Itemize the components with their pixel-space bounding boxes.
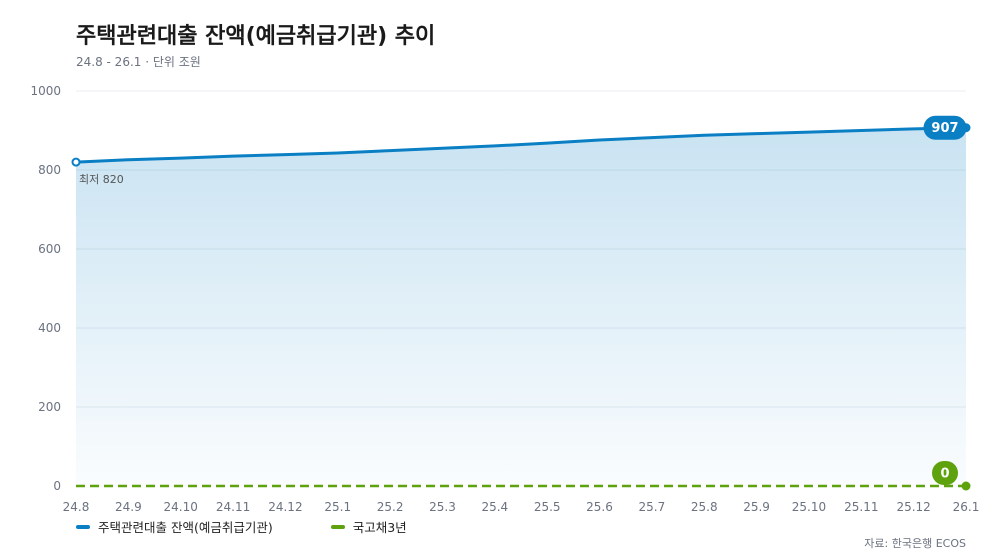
x-tick-label: 24.9 (115, 500, 142, 514)
end-point-marker (961, 481, 971, 491)
x-tick-label: 25.1 (324, 500, 351, 514)
y-tick-label: 1000 (30, 84, 61, 98)
min-point-marker (71, 157, 81, 167)
x-tick-label: 25.9 (743, 500, 770, 514)
legend-label: 국고채3년 (352, 520, 407, 535)
min-point-label: 최저 820 (79, 173, 124, 186)
x-tick-label: 25.11 (844, 500, 878, 514)
legend-label: 주택관련대출 잔액(예금취급기관) (98, 520, 273, 535)
series-line-loan-balance (74, 126, 968, 164)
x-tick-label: 25.7 (639, 500, 666, 514)
y-tick-label: 800 (38, 163, 61, 177)
legend: 주택관련대출 잔액(예금취급기관) 국고채3년 (76, 517, 407, 536)
y-tick-label: 600 (38, 242, 61, 256)
y-tick-label: 0 (53, 479, 61, 493)
x-tick-label: 24.8 (63, 500, 90, 514)
legend-swatch-loan-balance (76, 524, 90, 529)
x-tick-label: 24.12 (268, 500, 302, 514)
end-value-label: 907 (931, 121, 958, 136)
annotations: 최저 820 907 0 (71, 115, 971, 491)
series-area-loan-balance (76, 127, 966, 487)
x-tick-label: 24.11 (216, 500, 250, 514)
x-tick-label: 24.10 (164, 500, 198, 514)
source-note: 자료: 한국은행 ECOS (864, 537, 966, 550)
legend-item-treasury-3y[interactable]: 국고채3년 (330, 517, 407, 536)
end-value-label: 0 (940, 467, 949, 482)
legend-item-loan-balance[interactable]: 주택관련대출 잔액(예금취급기관) (76, 517, 273, 536)
x-tick-label: 26.1 (953, 500, 980, 514)
x-tick-label: 25.10 (792, 500, 826, 514)
x-tick-label: 25.5 (534, 500, 561, 514)
x-tick-label: 25.4 (481, 500, 508, 514)
x-tick-label: 25.8 (691, 500, 718, 514)
y-tick-label: 200 (38, 400, 61, 414)
legend-swatch-treasury-3y (330, 524, 345, 529)
axes: 0 200 400 600 800 1000 24.8 24.9 24.10 24.11 24.12… (30, 84, 979, 514)
x-tick-label: 25.6 (586, 500, 613, 514)
end-value-badge (923, 115, 967, 140)
series-group (74, 126, 968, 488)
x-tick-label: 25.2 (377, 500, 404, 514)
x-tick-label: 25.12 (896, 500, 930, 514)
chart-subtitle: 24.8 - 26.1 · 단위 조원 (76, 55, 201, 69)
y-tick-label: 400 (38, 321, 61, 335)
x-tick-label: 25.3 (429, 500, 456, 514)
chart-title: 주택관련대출 잔액(예금취급기관) 추이 (76, 24, 436, 49)
end-value-badge (932, 461, 958, 485)
